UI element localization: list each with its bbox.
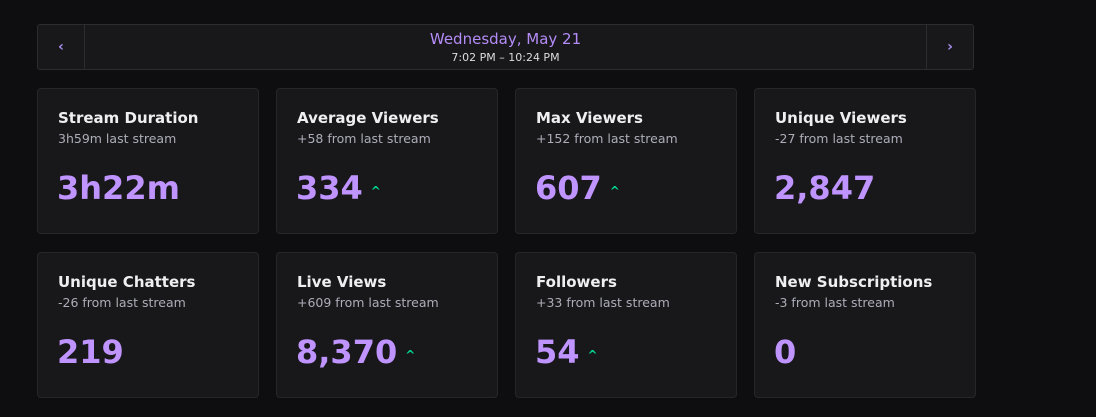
stat-card: Live Views +609 from last stream 8,370 ^ xyxy=(276,252,498,398)
card-title: Stream Duration xyxy=(58,109,199,127)
card-value: 334 xyxy=(296,169,363,207)
card-value: 2,847 xyxy=(774,169,876,207)
stat-card: New Subscriptions -3 from last stream 0 xyxy=(754,252,976,398)
card-title: New Subscriptions xyxy=(775,273,933,291)
card-title: Live Views xyxy=(297,273,387,291)
card-subtitle: -27 from last stream xyxy=(775,131,903,146)
card-subtitle: -3 from last stream xyxy=(775,295,895,310)
card-subtitle: +152 from last stream xyxy=(536,131,678,146)
stat-card: Unique Viewers -27 from last stream 2,847 xyxy=(754,88,976,234)
card-subtitle: -26 from last stream xyxy=(58,295,186,310)
card-value-row: 8,370 ^ xyxy=(296,333,415,371)
stat-card: Average Viewers +58 from last stream 334 ^ xyxy=(276,88,498,234)
stat-card: Followers +33 from last stream 54 ^ xyxy=(515,252,737,398)
stat-card: Unique Chatters -26 from last stream 219 xyxy=(37,252,259,398)
time-range: 7:02 PM – 10:24 PM xyxy=(451,51,560,64)
card-value-row: 3h22m xyxy=(57,169,180,207)
stat-card: Stream Duration 3h59m last stream 3h22m xyxy=(37,88,259,234)
card-value: 54 xyxy=(535,333,580,371)
card-subtitle: +58 from last stream xyxy=(297,131,431,146)
card-title: Unique Viewers xyxy=(775,109,907,127)
trend-up-icon: ^ xyxy=(370,184,381,198)
card-value-row: 607 ^ xyxy=(535,169,620,207)
date-navigator: ‹ Wednesday, May 21 7:02 PM – 10:24 PM › xyxy=(37,24,974,70)
card-value: 8,370 xyxy=(296,333,398,371)
stats-grid: Stream Duration 3h59m last stream 3h22m Av… xyxy=(37,88,976,398)
card-subtitle: +609 from last stream xyxy=(297,295,439,310)
next-button[interactable]: › xyxy=(926,25,973,69)
trend-up-icon: ^ xyxy=(405,348,416,362)
card-title: Followers xyxy=(536,273,617,291)
card-value: 0 xyxy=(774,333,797,371)
card-value-row: 2,847 xyxy=(774,169,875,207)
card-title: Max Viewers xyxy=(536,109,643,127)
card-value-row: 334 ^ xyxy=(296,169,381,207)
card-value-row: 219 xyxy=(57,333,124,371)
trend-up-icon: ^ xyxy=(587,348,598,362)
card-value: 607 xyxy=(535,169,602,207)
card-value-row: 54 ^ xyxy=(535,333,598,371)
card-value: 219 xyxy=(57,333,124,371)
card-subtitle: 3h59m last stream xyxy=(58,131,177,146)
card-subtitle: +33 from last stream xyxy=(536,295,670,310)
stat-card: Max Viewers +152 from last stream 607 ^ xyxy=(515,88,737,234)
card-value: 3h22m xyxy=(57,169,180,207)
card-title: Average Viewers xyxy=(297,109,439,127)
card-title: Unique Chatters xyxy=(58,273,196,291)
card-value-row: 0 xyxy=(774,333,796,371)
previous-button[interactable]: ‹ xyxy=(38,25,85,69)
date: Wednesday, May 21 xyxy=(429,30,582,48)
trend-up-icon: ^ xyxy=(609,184,620,198)
